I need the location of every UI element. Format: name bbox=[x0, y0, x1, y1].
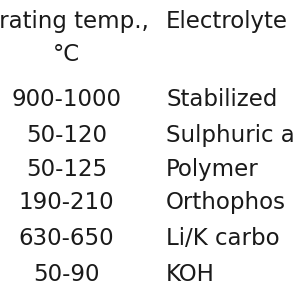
Text: 50-90: 50-90 bbox=[33, 263, 100, 286]
Text: erating temp.,: erating temp., bbox=[0, 10, 148, 33]
Text: 630-650: 630-650 bbox=[19, 227, 114, 250]
Text: Stabilized: Stabilized bbox=[166, 88, 278, 111]
Text: 900-1000: 900-1000 bbox=[11, 88, 121, 111]
Text: Electrolyte: Electrolyte bbox=[166, 10, 288, 33]
Text: Li/K carbo: Li/K carbo bbox=[166, 227, 280, 250]
Text: 50-120: 50-120 bbox=[26, 124, 107, 147]
Text: KOH: KOH bbox=[166, 263, 215, 286]
Text: °C: °C bbox=[53, 43, 80, 66]
Text: 190-210: 190-210 bbox=[19, 191, 114, 214]
Text: Polymer: Polymer bbox=[166, 158, 259, 181]
Text: 50-125: 50-125 bbox=[26, 158, 107, 181]
Text: Orthophos: Orthophos bbox=[166, 191, 286, 214]
Text: Sulphuric a: Sulphuric a bbox=[166, 124, 295, 147]
